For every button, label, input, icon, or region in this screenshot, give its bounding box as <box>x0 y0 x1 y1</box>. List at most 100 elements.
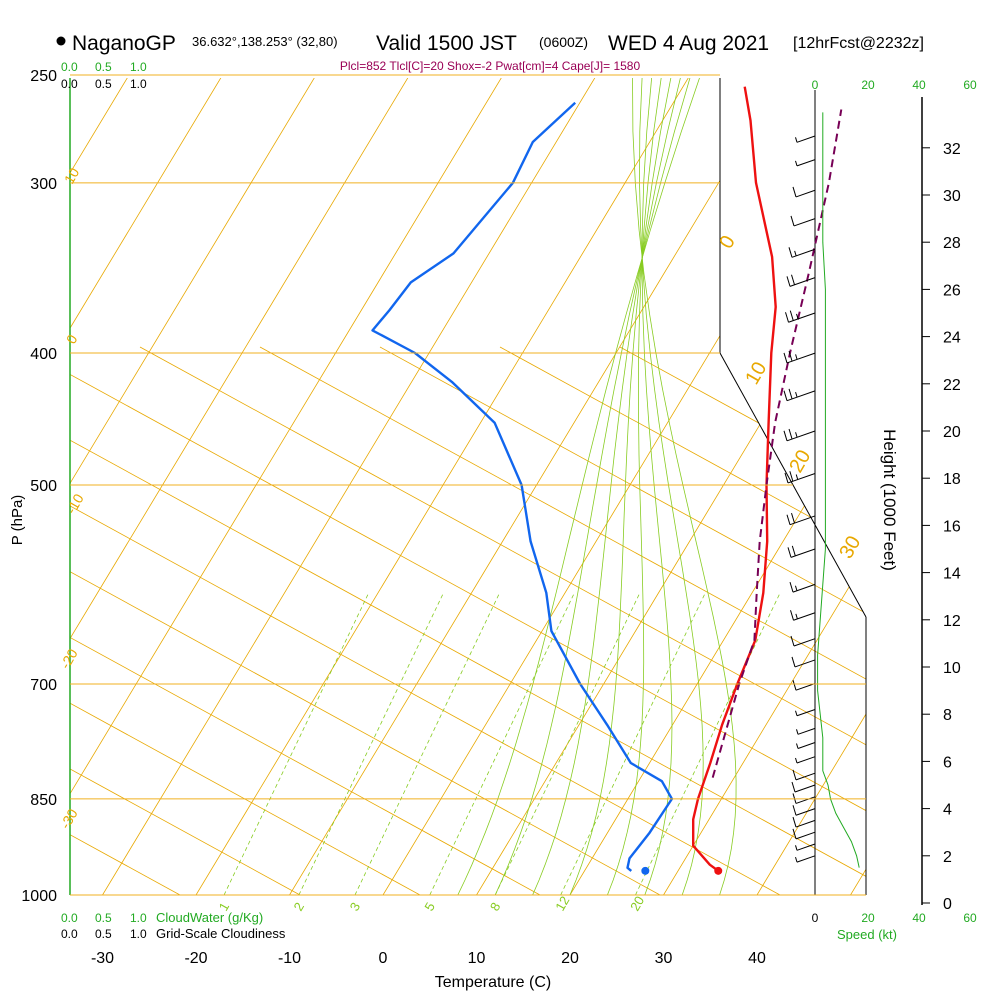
height-tick-label: 6 <box>943 754 952 771</box>
speed-scale-label: 60 <box>963 78 977 92</box>
moist-adiabat <box>494 78 692 895</box>
mixing-ratio-line <box>223 592 370 895</box>
pressure-tick-label: 500 <box>30 478 57 495</box>
series-parcel-line <box>711 109 843 778</box>
wind-barb <box>789 581 816 593</box>
cloudiness-scale-label: 0.0 <box>61 927 78 941</box>
wind-barb <box>788 247 816 258</box>
wind-barb <box>796 727 816 735</box>
pressure-tick-label: 850 <box>30 792 57 809</box>
cloudwater-scale-label: 1.0 <box>130 911 147 925</box>
temperature-tick-label: -10 <box>278 950 301 967</box>
mixing-ratio-label: 20 <box>627 893 647 913</box>
dry-adiabat <box>70 346 301 895</box>
temperature-tick-label: 20 <box>561 950 579 967</box>
cloudiness-label: Grid-Scale Cloudiness <box>156 926 286 941</box>
height-tick-label: 30 <box>943 188 961 205</box>
height-tick-label: 26 <box>943 282 961 299</box>
speed-scale-label: 60 <box>963 911 977 925</box>
wind-barb <box>795 159 816 167</box>
wind-speed-profile <box>817 112 860 868</box>
speed-label: Speed (kt) <box>837 927 897 942</box>
height-tick-label: 18 <box>943 471 961 488</box>
mixing-ratio-label: 12 <box>552 893 572 913</box>
station-coords: 36.632°,138.253° (32,80) <box>192 34 338 49</box>
wind-barb <box>786 512 816 526</box>
speed-scale-label: 40 <box>912 78 926 92</box>
valid-date: WED 4 Aug 2021 <box>608 32 769 55</box>
wind-barb <box>783 351 816 364</box>
temperature-tick-label: -30 <box>91 950 114 967</box>
mixing-ratio-label: 5 <box>421 900 438 914</box>
sounding-parameters: Plcl=852 Tlcl[C]=20 Shox=-2 Pwat[cm]=4 C… <box>340 59 641 73</box>
wind-barb <box>787 545 816 558</box>
speed-scale-label: 0 <box>812 911 819 925</box>
speed-scale-label: 0 <box>812 78 819 92</box>
temperature-tick-label: 30 <box>655 950 673 967</box>
temperature-tick-label: 0 <box>379 950 388 967</box>
cloudiness-scale-label: 1.0 <box>130 77 147 91</box>
wind-barb <box>783 388 816 402</box>
wind-barb <box>792 816 816 828</box>
chart-header: NaganoGP 36.632°,138.253° (32,80) Valid … <box>56 32 924 73</box>
isotherm-label: 0 <box>715 232 740 253</box>
wind-barb <box>791 656 816 668</box>
dry-adiabat <box>739 346 866 895</box>
mixing-ratio-line <box>635 592 781 895</box>
pressure-tick-label: 700 <box>30 677 57 694</box>
cloudiness-scale-label: 0.5 <box>95 77 112 91</box>
wind-barb <box>795 756 816 764</box>
isotherm <box>663 78 866 895</box>
moist-adiabat <box>607 78 662 895</box>
height-tick-label: 2 <box>943 849 952 866</box>
isotherm-label: -30 <box>57 806 81 832</box>
mixing-ratio-label: 8 <box>487 900 504 914</box>
pressure-tick-label: 400 <box>30 346 57 363</box>
isotherm-label: -20 <box>57 646 81 672</box>
cloudwater-scale-label: 0.5 <box>95 911 112 925</box>
valid-zulu: (0600Z) <box>539 34 588 50</box>
series-temperature-line <box>692 86 777 872</box>
wind-barb <box>792 186 816 198</box>
cloudwater-scale-label: 0.0 <box>61 60 78 74</box>
wind-barb <box>791 781 816 793</box>
dry-adiabat <box>70 346 421 895</box>
wind-barb <box>785 310 816 323</box>
height-tick-label: 14 <box>943 566 961 583</box>
dry-adiabat <box>70 346 661 895</box>
height-tick-label: 32 <box>943 141 961 158</box>
height-axis-label: Height (1000 Feet) <box>880 429 899 571</box>
y-axis-label: P (hPa) <box>9 495 26 546</box>
isotherm-label: -10 <box>63 491 87 517</box>
mixing-ratio-line <box>560 592 706 895</box>
wind-barb <box>783 428 816 442</box>
dry-adiabat <box>70 346 541 895</box>
temperature-tick-label: 10 <box>468 950 486 967</box>
speed-scale-label: 40 <box>912 911 926 925</box>
height-tick-label: 8 <box>943 707 952 724</box>
wind-barb <box>795 135 816 143</box>
speed-scale-label: 20 <box>861 911 875 925</box>
wind-barb <box>792 769 816 781</box>
height-tick-label: 28 <box>943 235 961 252</box>
wind-barb <box>786 274 816 287</box>
cloudwater-scale-label: 0.0 <box>61 911 78 925</box>
mixing-ratio-label: 2 <box>290 900 307 914</box>
moist-adiabat <box>532 78 682 895</box>
isotherm-label: 10 <box>741 358 771 388</box>
wind-barb <box>792 680 816 691</box>
mixing-ratio-label: 3 <box>347 900 364 914</box>
height-tick-label: 10 <box>943 660 961 677</box>
forecast-info: [12hrFcst@2232z] <box>793 35 924 52</box>
cloudiness-scale-label: 0.5 <box>95 927 112 941</box>
isotherm-label: 30 <box>835 532 865 562</box>
wind-barb <box>795 709 816 717</box>
height-tick-label: 24 <box>943 330 961 347</box>
cloudwater-scale-label: 1.0 <box>130 60 147 74</box>
moist-adiabat <box>639 78 704 895</box>
isotherm-label: 10 <box>61 165 83 187</box>
thermo-grid <box>70 78 866 895</box>
dry-adiabat <box>70 346 866 895</box>
dry-adiabat <box>379 346 866 895</box>
